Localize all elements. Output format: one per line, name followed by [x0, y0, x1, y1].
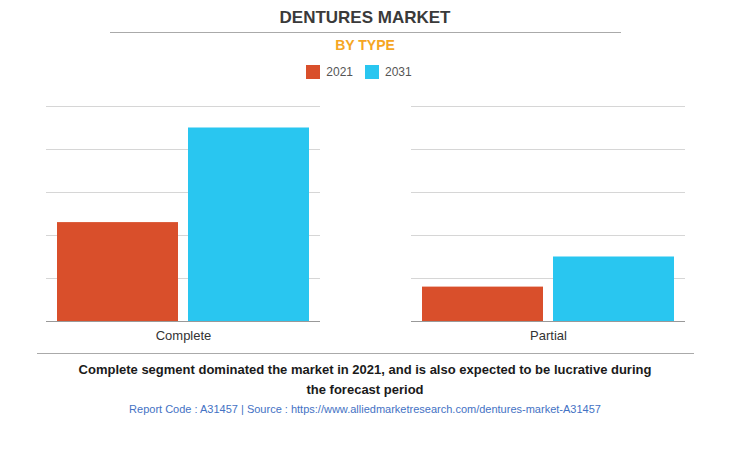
html-text:2031: 2031 [385, 64, 412, 79]
html-text:DENTURES MARKET: DENTURES MARKET [279, 8, 451, 27]
svg-text:Complete: Complete [156, 328, 212, 343]
html-text:BY TYPE: BY TYPE [335, 37, 395, 53]
html-text:2021: 2021 [326, 64, 353, 79]
html-text:Complete segment dominated the: Complete segment dominated the market in… [78, 362, 652, 397]
html-text:Report Code : A31457 | Source: Report Code : A31457 | Source : https://… [129, 403, 601, 415]
svg-text:Partial: Partial [530, 328, 567, 343]
